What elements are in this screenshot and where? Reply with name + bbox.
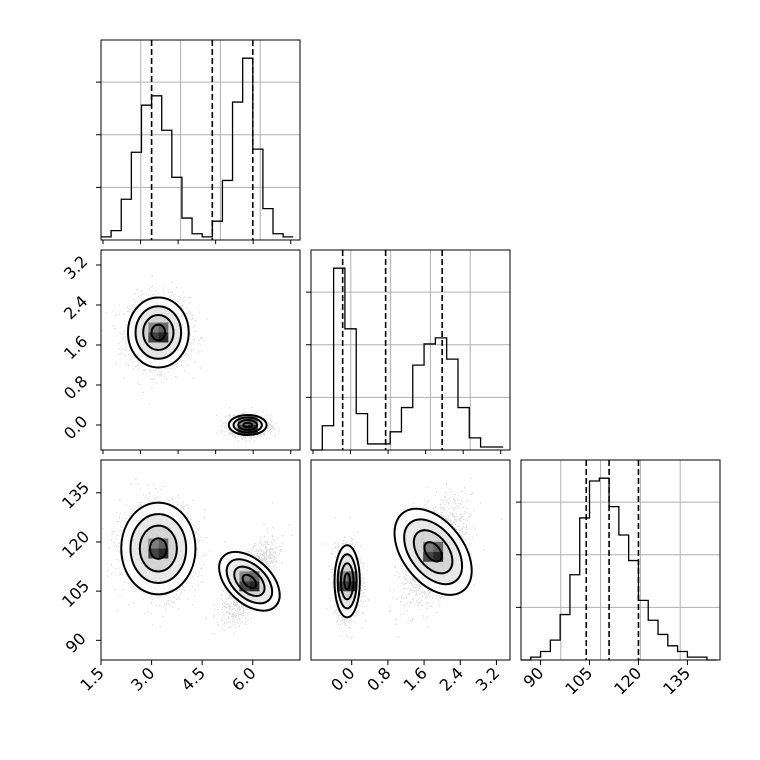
density-core	[347, 571, 358, 582]
density-core	[249, 581, 260, 592]
density-core	[148, 322, 159, 333]
density-core	[239, 581, 250, 592]
axes-frame	[100, 249, 301, 451]
axes-frame	[310, 459, 511, 661]
density-core	[347, 581, 358, 592]
density-core	[158, 548, 169, 559]
density-core	[148, 548, 159, 559]
p2-marginal-panel	[306, 249, 511, 451]
axes-frame	[310, 249, 511, 451]
panels-layer	[96, 39, 721, 661]
density-core	[158, 322, 169, 333]
density-core	[239, 571, 250, 582]
density-core	[247, 425, 258, 435]
density-core	[237, 415, 248, 425]
density-core	[148, 332, 159, 343]
density-core	[158, 538, 169, 549]
density-core	[249, 571, 260, 582]
density-core	[148, 538, 159, 549]
p3-vs-p2-panel	[310, 459, 511, 661]
density-core	[158, 332, 169, 343]
density-core	[337, 581, 348, 592]
p3-vs-p1-panel	[100, 459, 301, 661]
density-layer	[325, 478, 503, 639]
p3-marginal-panel	[516, 459, 721, 661]
axes-frame	[100, 459, 301, 661]
histogram-steps	[101, 57, 294, 238]
density-core	[433, 551, 444, 562]
density-layer	[102, 478, 293, 635]
axes-frame	[100, 39, 301, 241]
density-core	[237, 425, 248, 435]
density-core	[247, 415, 258, 425]
histogram-steps	[311, 267, 504, 451]
axes-frame	[520, 459, 721, 661]
density-core	[337, 571, 348, 582]
p2-vs-p1-panel	[100, 249, 301, 451]
scatter-points	[102, 478, 239, 628]
density-core	[423, 541, 434, 552]
density-layer	[101, 275, 281, 442]
density-core	[423, 551, 434, 562]
histogram-steps	[521, 477, 717, 661]
p1-marginal-panel	[96, 39, 301, 241]
density-core	[433, 541, 444, 552]
